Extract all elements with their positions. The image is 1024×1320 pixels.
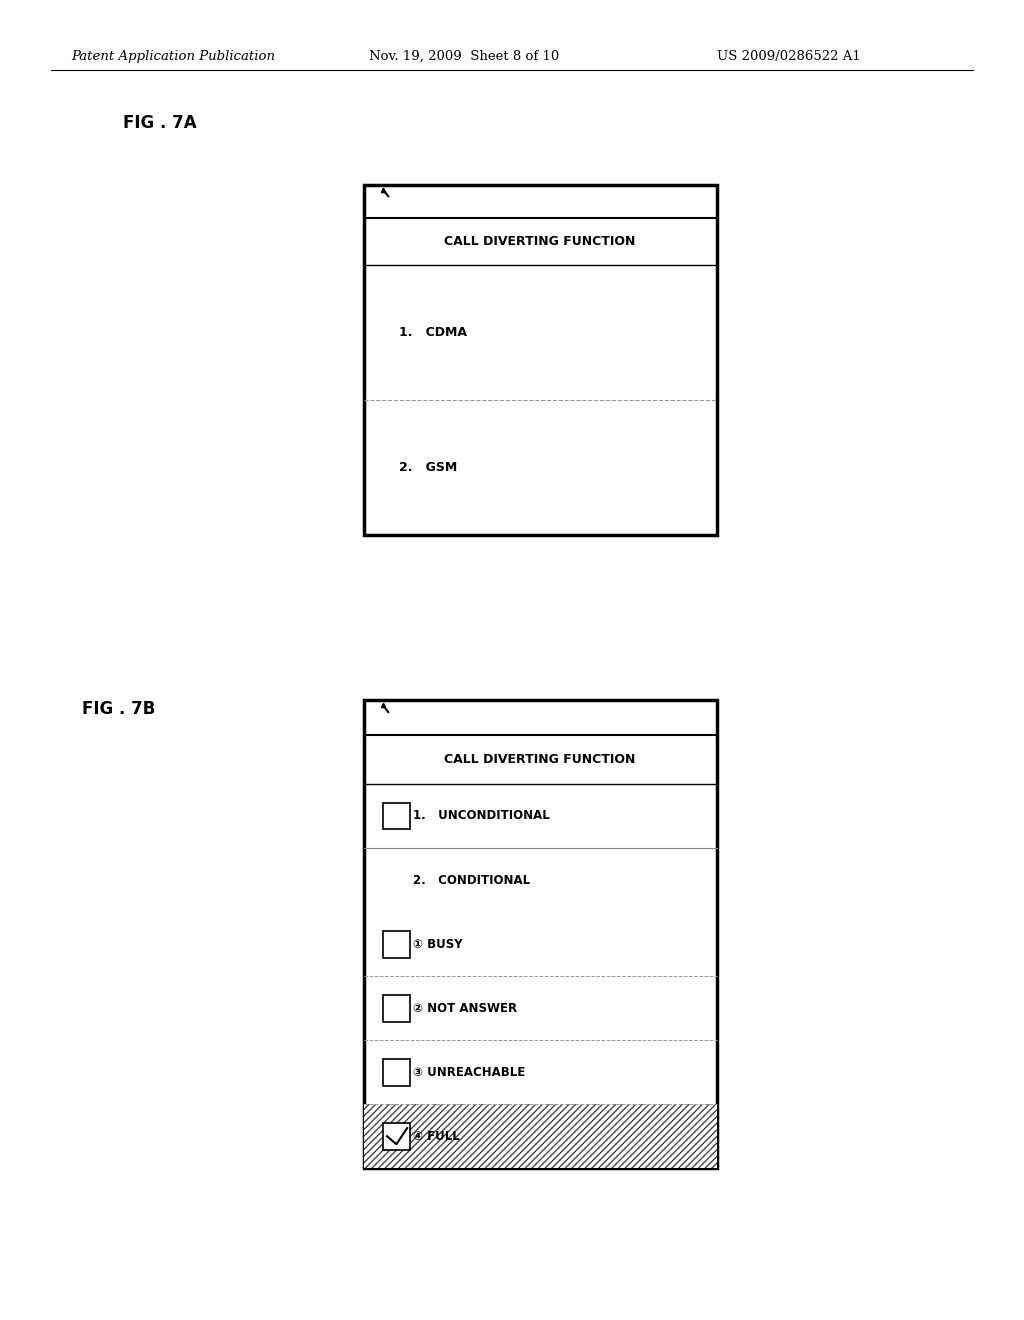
Text: ② NOT ANSWER: ② NOT ANSWER bbox=[413, 1002, 517, 1015]
Text: CALL DIVERTING FUNCTION: CALL DIVERTING FUNCTION bbox=[444, 752, 636, 766]
Text: ③ UNREACHABLE: ③ UNREACHABLE bbox=[413, 1065, 525, 1078]
Bar bbox=[383, 1123, 410, 1150]
Bar bbox=[662, 195, 677, 207]
Bar bbox=[680, 195, 695, 207]
Bar bbox=[383, 995, 410, 1022]
Text: 1.   CDMA: 1. CDMA bbox=[398, 326, 467, 339]
Text: Nov. 19, 2009  Sheet 8 of 10: Nov. 19, 2009 Sheet 8 of 10 bbox=[369, 50, 559, 63]
Text: 1.   UNCONDITIONAL: 1. UNCONDITIONAL bbox=[413, 809, 550, 822]
Text: Patent Application Publication: Patent Application Publication bbox=[72, 50, 275, 63]
Text: CALL DIVERTING FUNCTION: CALL DIVERTING FUNCTION bbox=[444, 235, 636, 248]
Bar bbox=[364, 1104, 717, 1168]
Bar bbox=[391, 715, 394, 719]
Bar bbox=[400, 197, 403, 206]
Text: 2.   CONDITIONAL: 2. CONDITIONAL bbox=[413, 874, 530, 887]
Bar bbox=[383, 803, 410, 829]
Text: ① BUSY: ① BUSY bbox=[413, 937, 463, 950]
Text: FIG . 7B: FIG . 7B bbox=[82, 700, 156, 718]
Bar bbox=[626, 195, 641, 207]
Bar bbox=[396, 198, 399, 205]
Text: FIG . 7A: FIG . 7A bbox=[123, 114, 197, 132]
Bar bbox=[622, 193, 699, 211]
Bar bbox=[699, 197, 705, 206]
Bar bbox=[643, 195, 659, 207]
Bar bbox=[364, 700, 717, 1168]
Text: ④ FULL: ④ FULL bbox=[413, 1130, 460, 1143]
Bar bbox=[383, 931, 410, 957]
Bar bbox=[391, 199, 394, 203]
Bar bbox=[680, 710, 695, 723]
Bar bbox=[388, 194, 390, 209]
Bar bbox=[626, 710, 641, 723]
Bar bbox=[383, 1059, 410, 1085]
Bar bbox=[643, 710, 659, 723]
Bar bbox=[662, 710, 677, 723]
Bar bbox=[396, 714, 399, 721]
Bar bbox=[364, 185, 717, 535]
Bar bbox=[622, 706, 699, 727]
Bar bbox=[400, 713, 403, 722]
Bar bbox=[404, 195, 408, 207]
Bar bbox=[699, 711, 705, 722]
Bar bbox=[388, 710, 390, 723]
Text: 2.   GSM: 2. GSM bbox=[398, 461, 457, 474]
Text: US 2009/0286522 A1: US 2009/0286522 A1 bbox=[717, 50, 860, 63]
Bar bbox=[404, 711, 408, 722]
